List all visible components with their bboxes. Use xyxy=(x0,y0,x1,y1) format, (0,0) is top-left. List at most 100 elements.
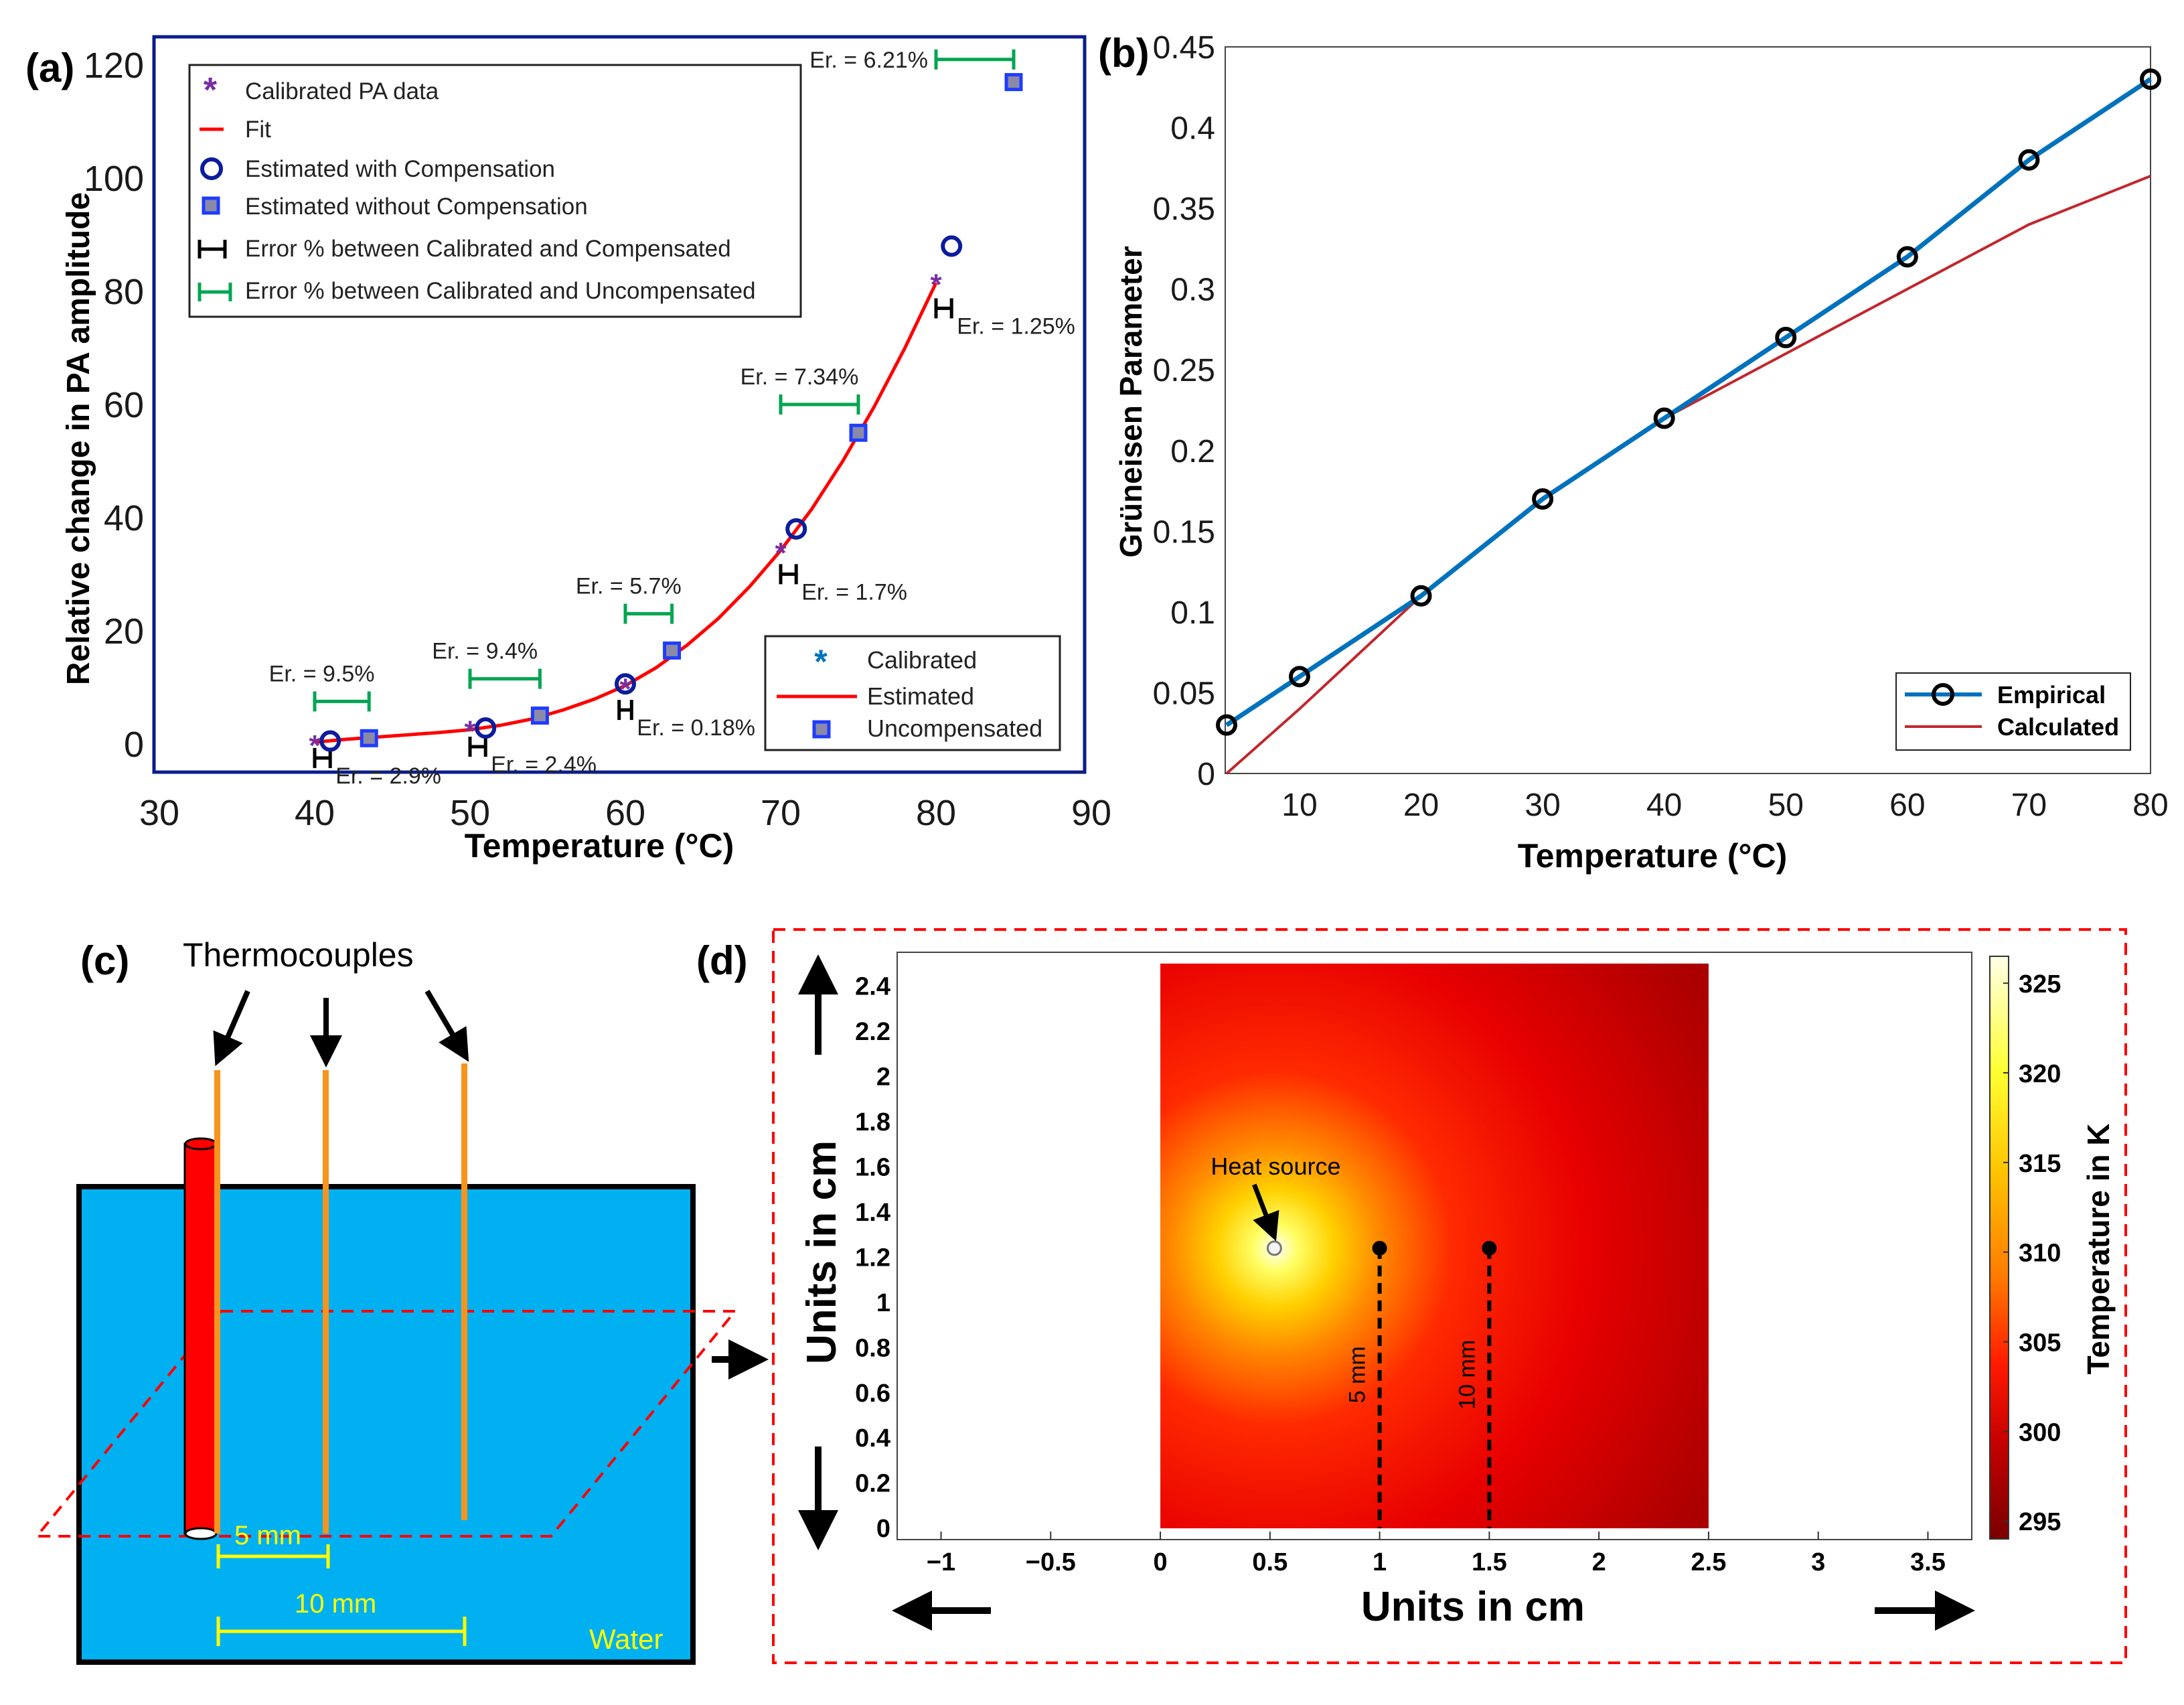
panel-b-x-ticks: 10 20 30 40 50 60 70 80 xyxy=(1281,788,2168,823)
x-tick-label: 3 xyxy=(1811,1548,1825,1576)
panel-b-y-ticks: 0 0.05 0.1 0.15 0.2 0.25 0.3 0.35 0.4 0.45 xyxy=(1153,30,1215,792)
panel-a: (a) 30 40 50 60 70 80 90 0 20 40 60 80 100 120 Tempe… xyxy=(25,35,1111,865)
empirical-point xyxy=(2018,149,2040,171)
calibrated-point: * xyxy=(619,672,631,705)
calibrated-point: * xyxy=(309,729,321,762)
small-legend-estimated: Estimated xyxy=(867,682,974,710)
panel-b: (b) 10 20 30 40 50 60 70 80 0 0.05 0.1 0.15 0.2 0.25… xyxy=(1098,30,2169,875)
x-tick-label: 30 xyxy=(139,793,179,833)
compensated-point xyxy=(319,730,341,752)
y-tick-label: 2.2 xyxy=(855,1018,890,1046)
legend-item-calibrated: Calibrated PA data xyxy=(245,78,439,104)
panel-a-y-axis-label: Relative change in PA amplitude xyxy=(61,192,96,685)
comp-error-bar: Er. = 1.7% xyxy=(779,564,907,605)
water-label: Water xyxy=(589,1623,663,1655)
error-label: Er. = 6.21% xyxy=(809,48,928,73)
arrow-to-thermocouple-1 xyxy=(213,990,250,1067)
y-tick-label: 2.4 xyxy=(855,973,890,1001)
panel-a-x-axis-label: Temperature (°C) xyxy=(465,827,734,865)
panel-d: (d) −1 −0.5 0 0.5 1 1.5 2 2.5 3 3.5 0 0.2 0.4 0.6 0.8… xyxy=(696,928,2127,1664)
x-tick-label: 0.5 xyxy=(1252,1548,1288,1576)
y-tick-label: 0.45 xyxy=(1153,30,1215,66)
x-tick-label: 70 xyxy=(2011,788,2047,823)
x-tick-label: 1.5 xyxy=(1472,1548,1507,1576)
x-tick-label: 60 xyxy=(605,793,645,833)
y-tick-label: 0.6 xyxy=(855,1380,890,1408)
legend-item-error-compensated: Error % between Calibrated and Compensat… xyxy=(245,236,731,262)
empirical-point xyxy=(1216,714,1237,736)
calibrated-point: * xyxy=(930,268,942,301)
heat-source-marker xyxy=(1266,1240,1282,1256)
compensated-point xyxy=(785,518,807,540)
x-tick-label: 80 xyxy=(2132,788,2168,823)
error-label: Er. = 2.4% xyxy=(491,752,597,777)
probe-markers: 5 mm 10 mm xyxy=(1345,1240,1497,1529)
panel-b-plot-area xyxy=(1225,46,2151,774)
y-tick-label: 0.25 xyxy=(1153,353,1215,388)
y-tick-label: 1.8 xyxy=(855,1108,890,1136)
uncompensated-point xyxy=(360,729,378,747)
y-tick-label: 40 xyxy=(104,498,144,538)
panel-a-small-legend: * Calibrated Estimated Uncompensated xyxy=(764,635,1061,751)
probe-label: 10 mm xyxy=(1454,1340,1480,1410)
compensated-point xyxy=(615,673,636,695)
panel-a-legend: * Calibrated PA data Fit Estimated with … xyxy=(188,64,802,318)
colorbar-label: Temperature in K xyxy=(2081,1124,2116,1375)
x-tick-label: 2.5 xyxy=(1691,1548,1727,1576)
legend-green-errorbar-icon xyxy=(198,283,232,301)
legend-item-fit: Fit xyxy=(245,117,271,143)
colorbar-tick-label: 320 xyxy=(2019,1060,2061,1088)
y-tick-label: 60 xyxy=(104,385,144,425)
panel-d-x-ticks: −1 −0.5 0 0.5 1 1.5 2 2.5 3 3.5 xyxy=(927,1532,1946,1576)
y-tick-label: 0 xyxy=(1197,757,1215,792)
x-tick-label: 50 xyxy=(450,793,490,833)
y-tick-label: 0.4 xyxy=(1170,111,1215,147)
y-tick-label: 0.2 xyxy=(1170,434,1215,469)
legend-empirical-marker-icon xyxy=(1932,683,1954,706)
heat-source-label: Heat source xyxy=(1211,1153,1340,1180)
uncompensated-point xyxy=(663,641,682,660)
x-tick-label: 70 xyxy=(761,793,801,833)
error-label: Er. = 1.7% xyxy=(801,579,907,605)
y-tick-label: 0.2 xyxy=(855,1470,890,1498)
y-tick-label: 0 xyxy=(124,725,144,765)
water-tank xyxy=(76,1184,696,1665)
error-label: Er. = 9.5% xyxy=(269,661,375,686)
y-tick-label: 0.8 xyxy=(855,1334,890,1362)
x-tick-label: 1 xyxy=(1373,1548,1387,1576)
y-tick-label: 20 xyxy=(104,611,144,652)
empirical-line xyxy=(1225,77,2152,727)
x-tick-label: 20 xyxy=(1403,788,1439,823)
empirical-point xyxy=(1410,585,1432,607)
calibrated-point: * xyxy=(775,537,787,570)
x-tick-label: 40 xyxy=(295,793,335,833)
thermocouple-1 xyxy=(214,1070,220,1534)
legend-star-icon: * xyxy=(204,71,218,110)
uncomp-error-bar: Er. = 9.5% xyxy=(269,661,375,712)
dimension-10mm xyxy=(216,1617,467,1646)
legend-black-errorbar-icon xyxy=(198,240,227,258)
temperature-heatmap xyxy=(1160,963,1709,1529)
x-tick-label: −0.5 xyxy=(1026,1548,1076,1576)
x-tick-label: −1 xyxy=(927,1548,955,1576)
uncomp-error-bar: Er. = 9.4% xyxy=(432,639,542,689)
colorbar-tick-label: 305 xyxy=(2019,1329,2061,1357)
dimension-5mm xyxy=(216,1544,330,1568)
colorbar-tick-label: 310 xyxy=(2019,1240,2061,1268)
compensated-point xyxy=(941,235,963,257)
colorbar xyxy=(1989,956,2009,1540)
panel-a-y-ticks: 0 20 40 60 80 100 120 xyxy=(84,46,144,765)
panel-d-label: (d) xyxy=(696,938,748,983)
panel-a-legend-box xyxy=(188,64,802,318)
panel-d-dashed-frame xyxy=(772,928,2127,1664)
y-tick-label: 1.4 xyxy=(855,1199,890,1227)
legend-square-icon xyxy=(202,196,220,215)
x-tick-label: 2 xyxy=(1592,1548,1606,1576)
y-tick-label: 0.4 xyxy=(855,1424,890,1453)
uncompensated-point xyxy=(849,423,868,442)
panel-a-label: (a) xyxy=(25,46,74,90)
empirical-point xyxy=(1532,488,1554,510)
x-tick-label: 40 xyxy=(1646,788,1682,823)
compensated-point xyxy=(475,717,497,739)
comp-error-bar: Er. = 2.4% xyxy=(468,736,597,777)
